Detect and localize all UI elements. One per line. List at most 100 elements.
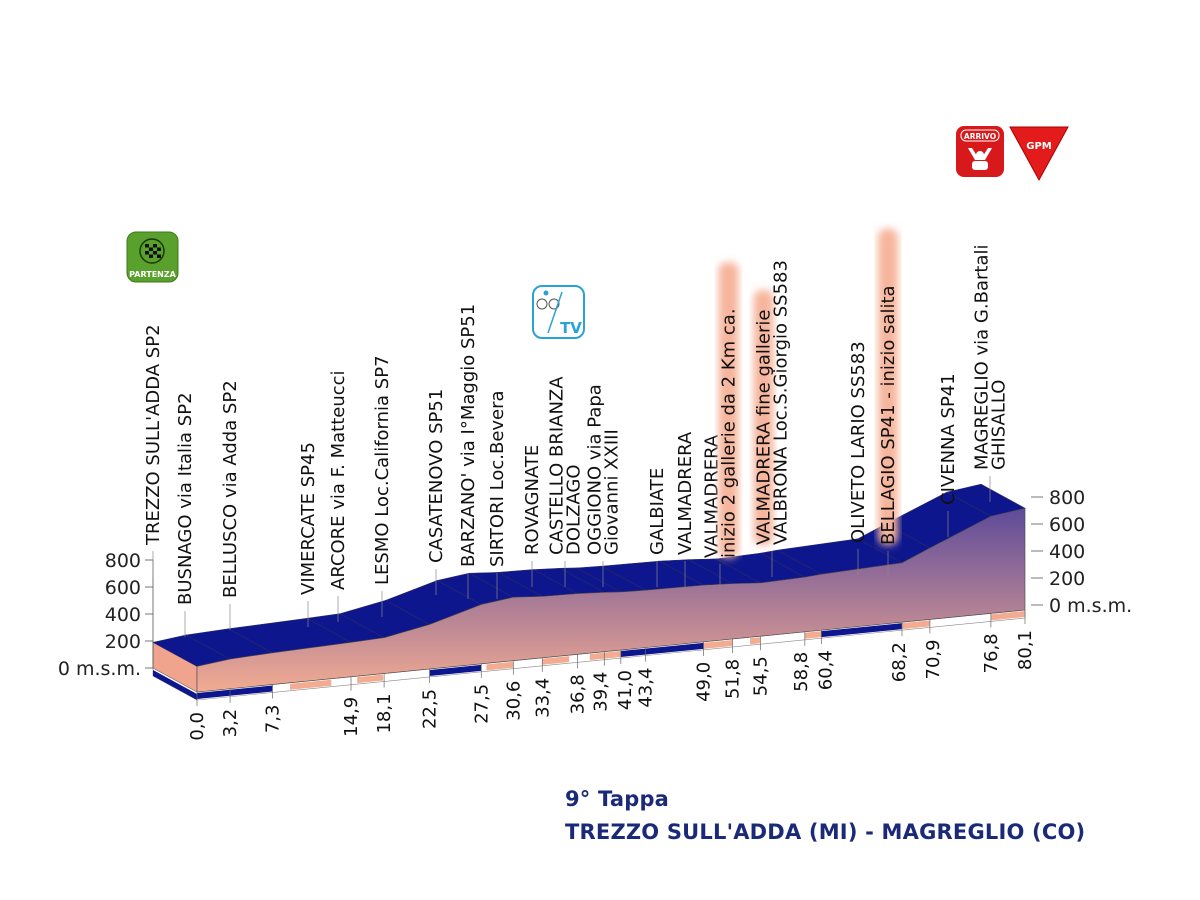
finish-label-pill [960, 129, 1000, 142]
rider-arms [968, 148, 992, 160]
km-label: 3,2 [220, 709, 241, 738]
road-strip-segment [990, 611, 1025, 621]
profile-front-face [196, 507, 1026, 693]
cyclist-tv-icon: TV [532, 285, 585, 339]
place-label: TREZZO SULL'ADDA SP2 [143, 324, 164, 546]
wheel [536, 298, 548, 310]
km-label: 43,4 [636, 668, 657, 708]
tv-icon-bg [532, 285, 585, 339]
km-label: 30,6 [503, 681, 524, 721]
km-label: 7,3 [262, 705, 283, 734]
right-axis-label: 0 m.s.m. [1049, 595, 1132, 617]
left-axis-label: 800 [105, 550, 141, 572]
road-strip-segment [486, 661, 514, 671]
place-label: DOLZAGO [564, 464, 585, 555]
place-label: inizio 2 gallerie da 2 Km ca. [719, 308, 740, 558]
place-label: ROVAGNATE [522, 445, 543, 555]
tv-slash [547, 291, 563, 334]
right-axis-label: 800 [1049, 487, 1085, 509]
place-label: CIVENNA SP41 [938, 373, 959, 505]
km-label: 18,1 [374, 693, 395, 733]
place-highlight [753, 290, 774, 545]
cyclist-head [543, 290, 549, 296]
flag-square [145, 251, 149, 255]
road-strip-segment [620, 642, 704, 658]
place-highlight [718, 262, 739, 558]
stage-route: TREZZO SULL'ADDA (MI) - MAGREGLIO (CO) [565, 820, 1086, 844]
flag-square [149, 254, 153, 258]
place-label: CASTELLO BRIANZA [547, 376, 568, 555]
left-axis-label: 200 [105, 631, 141, 653]
start-label: PARTENZA [129, 270, 177, 279]
road-strip [152, 609, 1026, 701]
km-label: 51,8 [722, 659, 743, 699]
arrival-icon: ARRIVO [956, 126, 1004, 177]
stage-number: 9° Tappa [565, 787, 670, 811]
place-label: LESMO Loc.California SP7 [372, 355, 393, 585]
place-label: BUSNAGO via Italia SP2 [175, 392, 196, 605]
place-label: VIMERCATE SP45 [298, 442, 319, 595]
place-label: VALMADRERA fine gallerie [754, 310, 775, 545]
road-strip-segment [290, 679, 332, 690]
left-axis-label: 400 [105, 604, 141, 626]
rider-head [976, 151, 984, 159]
wheel [548, 298, 560, 310]
gpm-label: GPM [1026, 141, 1052, 152]
km-label: 33,4 [532, 678, 553, 718]
rider-body [972, 161, 988, 170]
place-label: Giovanni XXIII [602, 429, 623, 555]
place-highlight [878, 228, 898, 546]
place-label: MAGREGLIO via G.Bartali [972, 245, 993, 470]
road-strip-segment [197, 685, 273, 699]
mountain-gpm-icon: GPM [1009, 126, 1069, 182]
right-axis-label: 600 [1049, 514, 1085, 536]
place-label: VALBRONA Loc.S.Giorgio SS583 [771, 260, 792, 545]
km-label: 76,8 [981, 633, 1002, 673]
road-strip-segment [429, 664, 482, 676]
left-elevation-axis: 0 m.s.m. 200 400 600 800 [58, 550, 154, 680]
right-axis-label: 200 [1049, 568, 1085, 590]
km-label: 54,5 [750, 656, 771, 696]
place-label: GHISALLO [989, 380, 1010, 470]
km-label: 41,0 [615, 670, 636, 710]
place-labels: TREZZO SULL'ADDA SP2 BUSNAGO via Italia S… [143, 228, 1010, 637]
road-strip-segment [703, 639, 733, 649]
road-strip-segment [901, 620, 930, 630]
road-strip-segment [357, 674, 384, 684]
right-axis-label: 400 [1049, 541, 1085, 563]
finish-label: ARRIVO [964, 132, 996, 141]
km-label: 27,5 [471, 684, 492, 724]
km-label: 68,2 [889, 642, 910, 682]
km-label: 58,8 [791, 652, 812, 692]
place-label: ARCORE via F. Matteucci [328, 370, 349, 590]
place-label: BELLUSCO via Adda SP2 [220, 380, 241, 598]
flag-square [145, 244, 149, 248]
km-label: 49,0 [694, 662, 715, 702]
gpm-triangle [1009, 126, 1069, 182]
km-label: 0,0 [187, 712, 208, 741]
left-axis-label: 0 m.s.m. [58, 658, 141, 680]
place-label: CASATENOVO SP51 [426, 389, 447, 563]
km-label: 39,4 [590, 672, 611, 712]
flag-square [157, 247, 161, 251]
flag-square [153, 244, 157, 248]
road-strip-side [153, 670, 197, 700]
place-label: BELLAGIO SP41 - inizio salita [878, 285, 899, 545]
km-label: 80,1 [1015, 630, 1036, 670]
km-label: 36,8 [567, 674, 588, 714]
km-labels: 0,0 3,2 7,3 14,9 18,1 22,5 27,5 30,6 33,4 36,8 39,… [187, 610, 1036, 741]
left-axis-label: 600 [105, 577, 141, 599]
road-strip-segment [589, 651, 621, 661]
right-elevation-axis: 0 m.s.m. 200 400 600 800 [1031, 487, 1132, 617]
place-label: SIRTORI Loc.Bevera [487, 390, 508, 567]
road-strip-segment [750, 637, 761, 645]
tv-label: TV [560, 319, 582, 337]
km-label: 14,9 [341, 697, 362, 737]
flag-square [153, 251, 157, 255]
km-label: 70,9 [923, 639, 944, 679]
flag-square [157, 254, 161, 258]
place-label: VALMADRERA [675, 431, 696, 555]
checkered-flag-icon: PARTENZA [126, 231, 179, 283]
place-label: OGGIONO via Papa [585, 384, 606, 555]
